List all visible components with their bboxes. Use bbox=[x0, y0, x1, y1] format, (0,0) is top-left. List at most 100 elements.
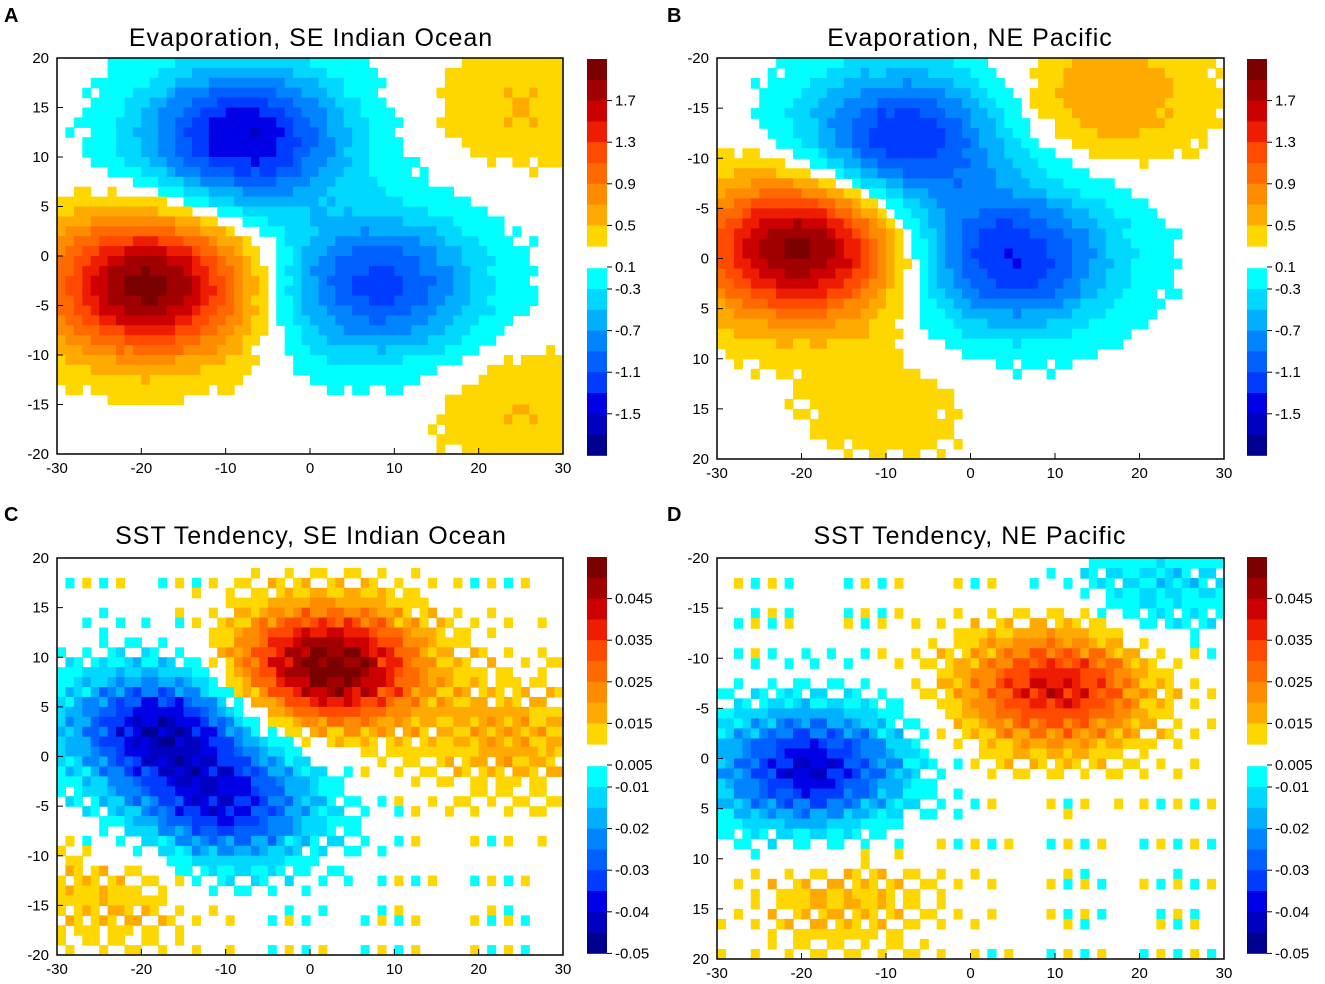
heatmap-cell bbox=[267, 77, 277, 89]
heatmap-cell bbox=[444, 414, 454, 425]
heatmap-cell bbox=[293, 166, 303, 178]
heatmap-cell bbox=[276, 627, 286, 639]
x-tick-label: 20 bbox=[470, 961, 487, 978]
heatmap-cell bbox=[529, 696, 539, 708]
heatmap-cell bbox=[132, 716, 142, 728]
heatmap-cell bbox=[326, 206, 336, 217]
heatmap-cell bbox=[335, 117, 345, 128]
heatmap-cell bbox=[444, 434, 454, 445]
heatmap-cell bbox=[537, 127, 547, 138]
heatmap-cell bbox=[487, 275, 497, 287]
heatmap-cell bbox=[335, 716, 345, 728]
heatmap-cell bbox=[310, 617, 320, 629]
heatmap-cell bbox=[1055, 308, 1065, 320]
heatmap-cell bbox=[411, 716, 421, 728]
heatmap-cell bbox=[90, 716, 100, 728]
heatmap-cell bbox=[166, 746, 176, 758]
heatmap-cell bbox=[1147, 258, 1157, 270]
heatmap-cell bbox=[1038, 298, 1048, 310]
heatmap-cell bbox=[276, 226, 286, 237]
heatmap-cell bbox=[352, 246, 362, 257]
heatmap-cell bbox=[225, 816, 235, 827]
heatmap-cell bbox=[520, 687, 530, 698]
heatmap-cell bbox=[242, 345, 252, 356]
heatmap-cell bbox=[1122, 238, 1132, 250]
heatmap-cell bbox=[276, 677, 286, 688]
heatmap-cell bbox=[1139, 88, 1149, 99]
heatmap-cell bbox=[826, 358, 836, 370]
heatmap-cell bbox=[461, 117, 471, 128]
heatmap-cell bbox=[725, 798, 735, 810]
heatmap-cell bbox=[183, 687, 193, 698]
heatmap-cell bbox=[1198, 138, 1208, 149]
heatmap-cell bbox=[852, 308, 862, 320]
heatmap-cell bbox=[369, 364, 379, 376]
heatmap-cell bbox=[225, 246, 235, 257]
heatmap-cell bbox=[411, 677, 421, 688]
heatmap-cell bbox=[1097, 128, 1107, 139]
heatmap-cell bbox=[352, 567, 362, 579]
heatmap-cell bbox=[835, 148, 845, 159]
heatmap-cell bbox=[919, 268, 929, 280]
heatmap-cell bbox=[869, 188, 879, 199]
heatmap-cell bbox=[809, 128, 819, 139]
heatmap-cell bbox=[461, 394, 471, 406]
heatmap-cell bbox=[1071, 128, 1081, 139]
heatmap-cell bbox=[978, 168, 988, 179]
heatmap-cell bbox=[750, 278, 760, 290]
heatmap-cell bbox=[116, 925, 126, 936]
heatmap-cell bbox=[394, 677, 404, 688]
heatmap-cell bbox=[132, 67, 142, 79]
heatmap-cell bbox=[835, 298, 845, 310]
heatmap-cell bbox=[759, 88, 769, 99]
heatmap-cell bbox=[208, 186, 218, 198]
heatmap-cell bbox=[826, 288, 836, 300]
heatmap-cell bbox=[750, 238, 760, 250]
heatmap-cell bbox=[776, 368, 786, 380]
heatmap-cell bbox=[1097, 138, 1107, 149]
heatmap-cell bbox=[183, 736, 193, 748]
heatmap-cell bbox=[217, 206, 227, 217]
heatmap-cell bbox=[1088, 138, 1098, 149]
heatmap-cell bbox=[352, 107, 362, 118]
heatmap-cell bbox=[978, 108, 988, 119]
heatmap-cell bbox=[385, 196, 395, 208]
heatmap-cell bbox=[183, 716, 193, 728]
heatmap-cell bbox=[310, 667, 320, 678]
heatmap-cell bbox=[1021, 208, 1031, 220]
heatmap-cell bbox=[250, 865, 260, 877]
heatmap-cell bbox=[835, 118, 845, 129]
heatmap-cell bbox=[293, 796, 303, 807]
heatmap-cell bbox=[826, 228, 836, 240]
heatmap-cell bbox=[512, 117, 522, 128]
heatmap-cell bbox=[1114, 238, 1124, 250]
heatmap-cell bbox=[953, 408, 963, 420]
heatmap-cell bbox=[759, 98, 769, 109]
heatmap-cell bbox=[242, 117, 252, 128]
heatmap-cell bbox=[1012, 258, 1022, 270]
heatmap-cell bbox=[520, 424, 530, 435]
heatmap-cell bbox=[478, 776, 488, 787]
heatmap-cell bbox=[860, 348, 870, 360]
heatmap-cell bbox=[352, 226, 362, 237]
heatmap-cell bbox=[175, 706, 185, 718]
heatmap-cell bbox=[335, 816, 345, 827]
heatmap-cell bbox=[259, 845, 269, 857]
heatmap-cell bbox=[1164, 88, 1174, 99]
heatmap-cell bbox=[90, 384, 100, 396]
heatmap-cell bbox=[57, 335, 67, 346]
heatmap-cell bbox=[886, 188, 896, 199]
heatmap-cell bbox=[428, 355, 438, 366]
heatmap-cell bbox=[461, 756, 471, 768]
heatmap-cell bbox=[343, 97, 353, 109]
heatmap-cell bbox=[877, 68, 887, 79]
heatmap-cell bbox=[512, 384, 522, 396]
colorbar-swatch-warm bbox=[587, 100, 607, 122]
heatmap-cell bbox=[250, 186, 260, 198]
heatmap-cell bbox=[852, 408, 862, 420]
heatmap-cell bbox=[284, 97, 294, 109]
heatmap-cell bbox=[1046, 158, 1056, 169]
heatmap-cell bbox=[250, 746, 260, 758]
